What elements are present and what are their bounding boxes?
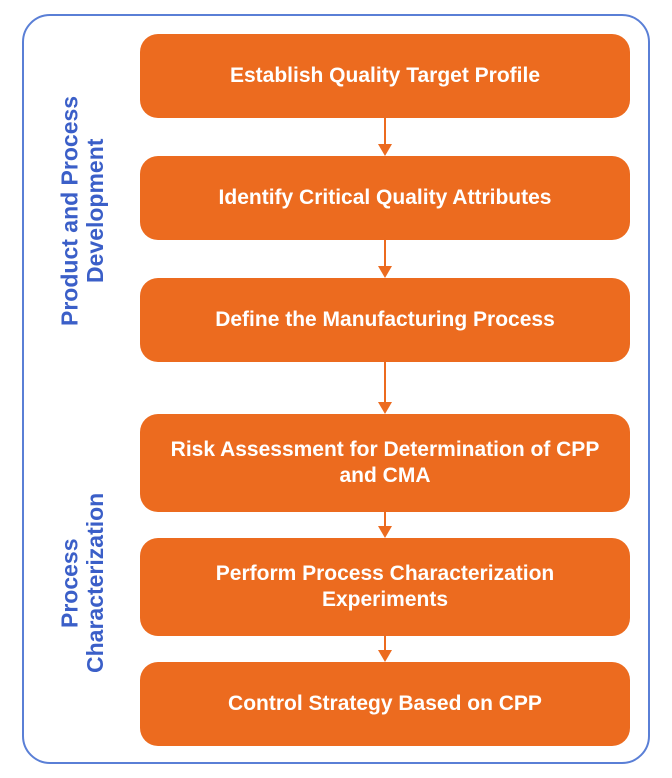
flow-column: Establish Quality Target Profile Identif… — [140, 34, 630, 746]
step-control: Control Strategy Based on CPP — [140, 662, 630, 746]
step-cqa: Identify Critical Quality Attributes — [140, 156, 630, 240]
step-mfg: Define the Manufacturing Process — [140, 278, 630, 362]
arrow-1 — [140, 118, 630, 156]
step-qtp: Establish Quality Target Profile — [140, 34, 630, 118]
side-label-char: Process Characterization — [48, 410, 118, 756]
step-risk: Risk Assessment for Determination of CPP… — [140, 414, 630, 512]
side-label-dev: Product and Process Development — [48, 34, 118, 388]
arrow-3 — [140, 362, 630, 414]
arrow-4 — [140, 512, 630, 538]
step-experiments: Perform Process Characterization Experim… — [140, 538, 630, 636]
arrow-2 — [140, 240, 630, 278]
arrow-5 — [140, 636, 630, 662]
